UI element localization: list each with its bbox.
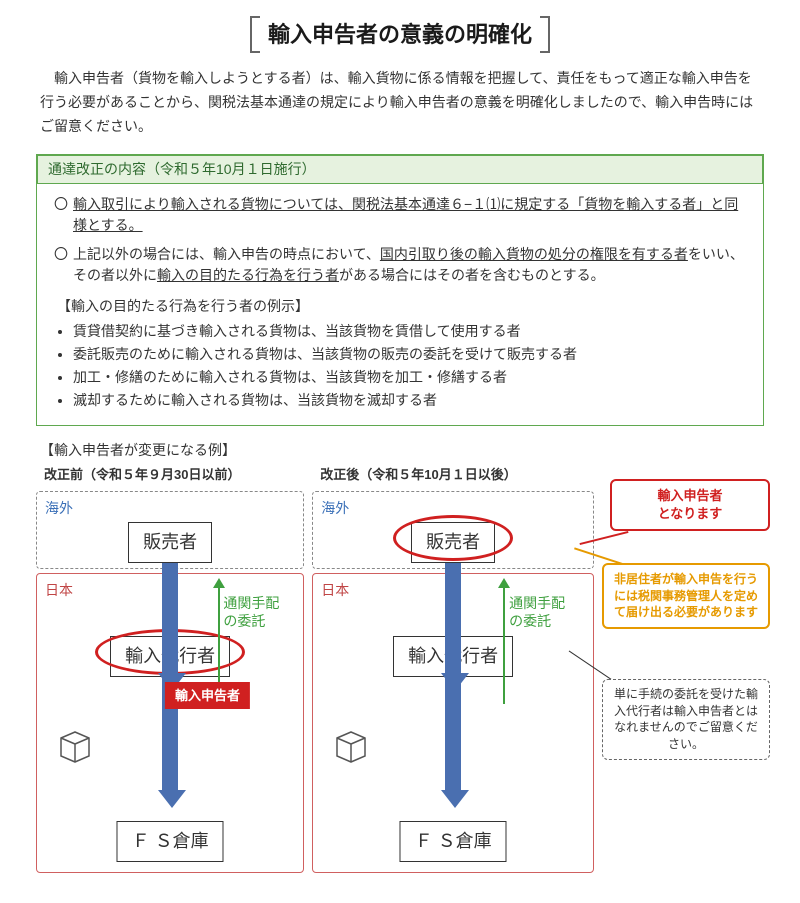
example-item: 賃貸借契約に基づき輸入される貨物は、当該貨物を賃借して使用する者: [73, 321, 751, 342]
package-icon: [55, 724, 95, 764]
bullet-2-text: 上記以外の場合には、輸入申告の時点において、国内引取り後の輸入貨物の処分の権限を…: [73, 244, 751, 286]
example-item: 滅却するために輸入される貨物は、当該貨物を滅却する者: [73, 390, 751, 411]
callout-caution: 単に手続の委託を受けた輸入代行者は輸入申告者とはなれませんのでご留意ください。: [602, 679, 770, 760]
green-arrow-up-icon: [213, 578, 225, 636]
connector-red-line: [580, 531, 629, 545]
section-label: 【輸入申告者が変更になる例】: [40, 440, 764, 461]
comparison-row: 改正前（令和５年９月30日以前） 海外 販売者 日本 通関手配 の: [36, 465, 764, 873]
seller-node: 販売者: [411, 522, 495, 563]
overseas-box: 海外 販売者: [312, 491, 594, 569]
bullet-2: 〇 上記以外の場合には、輸入申告の時点において、国内引取り後の輸入貨物の処分の権…: [49, 244, 751, 286]
flow-arrow-down-icon: [441, 674, 465, 808]
flow-arrow-down-icon: [441, 563, 465, 691]
before-stack: 海外 販売者 日本 通関手配 の委託 輸入代行者: [36, 491, 304, 873]
green-label-1: 通関手配: [223, 595, 279, 611]
title-wrap: 輸入申告者の意義の明確化: [36, 18, 764, 51]
green-label-2: の委託: [509, 613, 551, 629]
green-label: 通関手配 の委託: [223, 594, 279, 630]
bullet-mark: 〇: [49, 244, 73, 286]
green-label-2: の委託: [223, 613, 265, 629]
flow-arrow-down-icon: [158, 563, 182, 691]
green-label: 通関手配 の委託: [509, 594, 565, 630]
bullet-1-underline: 輸入取引により輸入される貨物については、関税法基本通達６−１⑴に規定する「貨物を…: [73, 196, 738, 233]
overseas-label: 海外: [321, 498, 585, 519]
fs-warehouse-node: Ｆ Ｓ倉庫: [400, 821, 507, 862]
b2a: 上記以外の場合には、輸入申告の時点において、: [73, 246, 380, 262]
example-item: 加工・修繕のために輸入される貨物は、当該貨物を加工・修繕する者: [73, 367, 751, 388]
callout-red-line1: 輸入申告者: [657, 488, 722, 503]
overseas-label: 海外: [45, 498, 295, 519]
declarant-badge: 輸入申告者: [165, 682, 250, 710]
overseas-box: 海外 販売者: [36, 491, 304, 569]
after-stack: 海外 販売者 輸入申告者 となります 非居住者が輸入申告を行うには税関事務管理人…: [312, 491, 594, 873]
callout-declarant: 輸入申告者 となります: [610, 479, 770, 531]
callout-nonresident: 非居住者が輸入申告を行うには税関事務管理人を定めて届け出る必要があります: [602, 563, 770, 629]
green-arrow-up-icon: [498, 578, 510, 636]
col-title-before: 改正前（令和５年９月30日以前）: [44, 465, 304, 485]
callout-red-line2: となります: [658, 506, 723, 521]
intro-paragraph: 輸入申告者（貨物を輸入しようとする者）は、輸入貨物に係る情報を把握して、責任をも…: [40, 67, 760, 138]
green-label-1: 通関手配: [509, 595, 565, 611]
example-item: 委託販売のために輸入される貨物は、当該貨物の販売の委託を受けて販売する者: [73, 344, 751, 365]
column-before: 改正前（令和５年９月30日以前） 海外 販売者 日本 通関手配 の: [36, 465, 304, 873]
column-after: 改正後（令和５年10月１日以後） 海外 販売者 輸入申告者 となります 非居住者…: [312, 465, 594, 873]
col-title-after: 改正後（令和５年10月１日以後）: [320, 465, 594, 485]
seller-node: 販売者: [128, 522, 212, 563]
bullet-mark: 〇: [49, 194, 73, 236]
notice-box: 通達改正の内容（令和５年10月１日施行） 〇 輸入取引により輸入される貨物につい…: [36, 154, 764, 426]
page-title: 輸入申告者の意義の明確化: [250, 18, 550, 51]
b2u: 国内引取り後の輸入貨物の処分の権限を有する者: [380, 246, 688, 262]
examples-heading: 【輸入の目的たる行為を行う者の例示】: [57, 296, 751, 317]
b2c: がある場合にはその者を含むものとする。: [339, 267, 605, 283]
bullet-1: 〇 輸入取引により輸入される貨物については、関税法基本通達６−１⑴に規定する「貨…: [49, 194, 751, 236]
package-icon: [331, 724, 371, 764]
b2u2: 輸入の目的たる行為を行う者: [157, 267, 339, 283]
fs-warehouse-node: Ｆ Ｓ倉庫: [117, 821, 224, 862]
bullet-1-text: 輸入取引により輸入される貨物については、関税法基本通達６−１⑴に規定する「貨物を…: [73, 194, 751, 236]
notice-header: 通達改正の内容（令和５年10月１日施行）: [37, 155, 763, 184]
page-root: 輸入申告者の意義の明確化 輸入申告者（貨物を輸入しようとする者）は、輸入貨物に係…: [0, 0, 800, 903]
examples-list: 賃貸借契約に基づき輸入される貨物は、当該貨物を賃借して使用する者 委託販売のため…: [73, 321, 751, 411]
